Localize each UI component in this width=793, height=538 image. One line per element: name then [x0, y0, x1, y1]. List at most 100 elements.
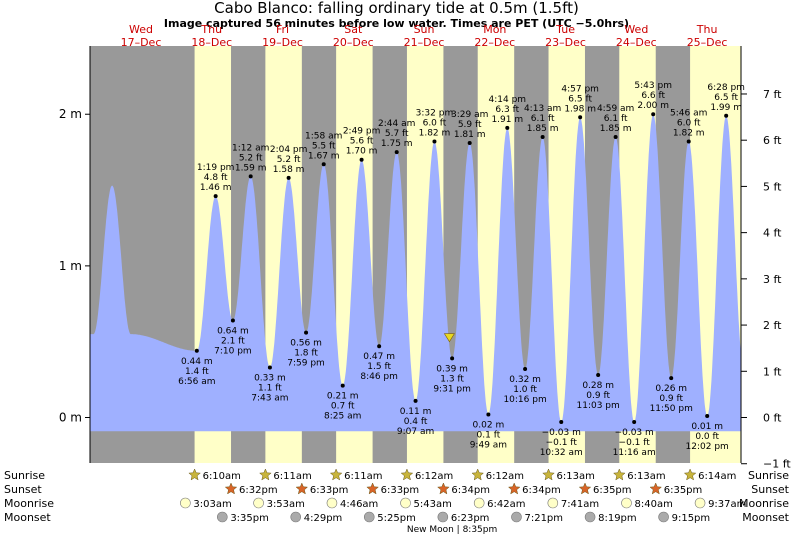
low-tide-label: −0.1 ft [619, 438, 651, 448]
low-tide-label: 1.0 ft [513, 385, 537, 395]
moonset-time: 7:21pm [524, 513, 563, 524]
low-tide-label: 11:03 pm [577, 401, 620, 411]
high-tide-label: 1:58 am [305, 131, 342, 141]
high-tide-label: 5.7 ft [385, 129, 409, 139]
high-tide-label: 5.6 ft [350, 137, 374, 147]
sunrise-icon [471, 468, 485, 481]
sunrise-time: 6:12am [486, 471, 524, 482]
low-tide-label: 0.64 m [217, 326, 249, 336]
extreme-dot [413, 398, 418, 403]
high-tide-label: 6.5 ft [568, 94, 592, 104]
moonset-time: 3:35pm [230, 513, 269, 524]
day-header-weekday: Thu [696, 23, 718, 36]
left-axis-tick-label: 1 m [59, 259, 82, 273]
low-tide-label: 0.9 ft [586, 391, 610, 401]
sunrise-icon [400, 468, 414, 481]
chart-title: Cabo Blanco: falling ordinary tide at 0.… [214, 0, 579, 17]
day-header-weekday: Wed [129, 23, 153, 36]
high-tide-label: 4.8 ft [204, 173, 228, 183]
extreme-dot [705, 413, 710, 418]
sunrise-icon [188, 468, 201, 481]
low-tide-label: 0.47 m [363, 352, 395, 362]
moonrise-icon [326, 497, 338, 509]
moonset-time: 4:29pm [304, 513, 343, 524]
right-axis-tick-label: 7 ft [763, 88, 782, 101]
moonrise-icon [473, 497, 485, 509]
moonset-icon [363, 511, 375, 523]
day-header-weekday: Tue [555, 23, 575, 36]
day-header-weekday: Thu [200, 23, 222, 36]
high-tide-label: 6.6 ft [641, 91, 665, 101]
high-tide-label: 1.67 m [308, 151, 340, 161]
low-tide-label: 0.11 m [400, 407, 432, 417]
extreme-dot [486, 412, 491, 417]
high-tide-label: 6.0 ft [423, 119, 447, 129]
extreme-dot [523, 366, 528, 371]
extreme-dot [194, 348, 199, 353]
low-tide-label: 0.21 m [327, 392, 359, 402]
extreme-dot [321, 162, 326, 167]
low-tide-label: 9:07 am [397, 427, 434, 437]
moonrise-icon [253, 497, 264, 509]
extreme-dot [340, 383, 345, 388]
moonset-icon [217, 511, 228, 523]
low-tide-label: 11:50 pm [650, 404, 693, 414]
sunset-icon [224, 482, 238, 495]
high-tide-label: 4:14 pm [489, 95, 527, 105]
right-axis-tick-label: −1 ft [763, 458, 791, 471]
high-tide-label: 3:32 pm [416, 109, 454, 119]
extreme-dot [432, 139, 437, 144]
sunset-icon [437, 482, 450, 495]
high-tide-label: 5.9 ft [458, 120, 482, 130]
sunset-icon [366, 482, 379, 495]
high-tide-label: 1.98 m [564, 104, 596, 114]
high-tide-label: 5:46 am [670, 109, 707, 119]
low-tide-label: 7:10 pm [214, 346, 252, 356]
high-tide-label: 6.3 ft [495, 105, 519, 115]
sunset-icon [649, 482, 663, 495]
high-tide-label: 1.85 m [527, 124, 559, 134]
day-header-date: 22–Dec [474, 36, 515, 49]
moonset-icon [658, 511, 669, 523]
moonset-time: 8:19pm [598, 513, 637, 524]
low-tide-label: 0.32 m [509, 375, 541, 385]
high-tide-label: 2:49 pm [343, 127, 381, 137]
moonrise-time: 3:53am [267, 499, 305, 510]
extreme-dot [286, 175, 291, 180]
day-header-weekday: Sun [414, 23, 435, 36]
low-tide-label: 7:59 pm [287, 359, 325, 369]
low-tide-label: −0.1 ft [546, 438, 578, 448]
high-tide-label: 5.5 ft [312, 141, 336, 151]
sunrise-icon [259, 468, 272, 481]
low-tide-label: 0.1 ft [477, 430, 501, 440]
high-tide-label: 1.46 m [200, 183, 232, 193]
low-tide-label: −0.03 m [542, 428, 581, 438]
day-header-date: 24–Dec [616, 36, 657, 49]
right-axis-tick-label: 3 ft [763, 273, 782, 286]
sunrise-icon [329, 468, 343, 481]
high-tide-label: 5.2 ft [239, 153, 263, 163]
moonset-icon [290, 511, 302, 523]
left-axis-tick-label: 0 m [59, 411, 82, 425]
low-tide-label: −0.03 m [615, 428, 654, 438]
extreme-dot [613, 134, 618, 139]
low-tide-label: 9:49 am [470, 440, 507, 450]
low-tide-label: 12:02 pm [686, 442, 729, 452]
high-tide-label: 1.58 m [273, 165, 305, 175]
left-axis-tick-label: 2 m [59, 107, 82, 121]
day-header-date: 21–Dec [404, 36, 445, 49]
right-axis-tick-label: 2 ft [763, 319, 782, 332]
high-tide-label: 6.0 ft [677, 119, 701, 129]
high-tide-label: 1:12 am [232, 143, 269, 153]
astro-row-label-right: Moonrise [739, 497, 789, 510]
extreme-dot [578, 115, 583, 120]
extreme-dot [669, 376, 674, 381]
moonrise-icon [621, 497, 632, 509]
sunset-time: 6:34pm [522, 485, 561, 496]
high-tide-label: 1.91 m [491, 115, 523, 125]
high-tide-label: 6.1 ft [604, 114, 628, 124]
sunrise-time: 6:11am [344, 471, 382, 482]
extreme-dot [505, 125, 510, 130]
extreme-dot [632, 420, 637, 425]
